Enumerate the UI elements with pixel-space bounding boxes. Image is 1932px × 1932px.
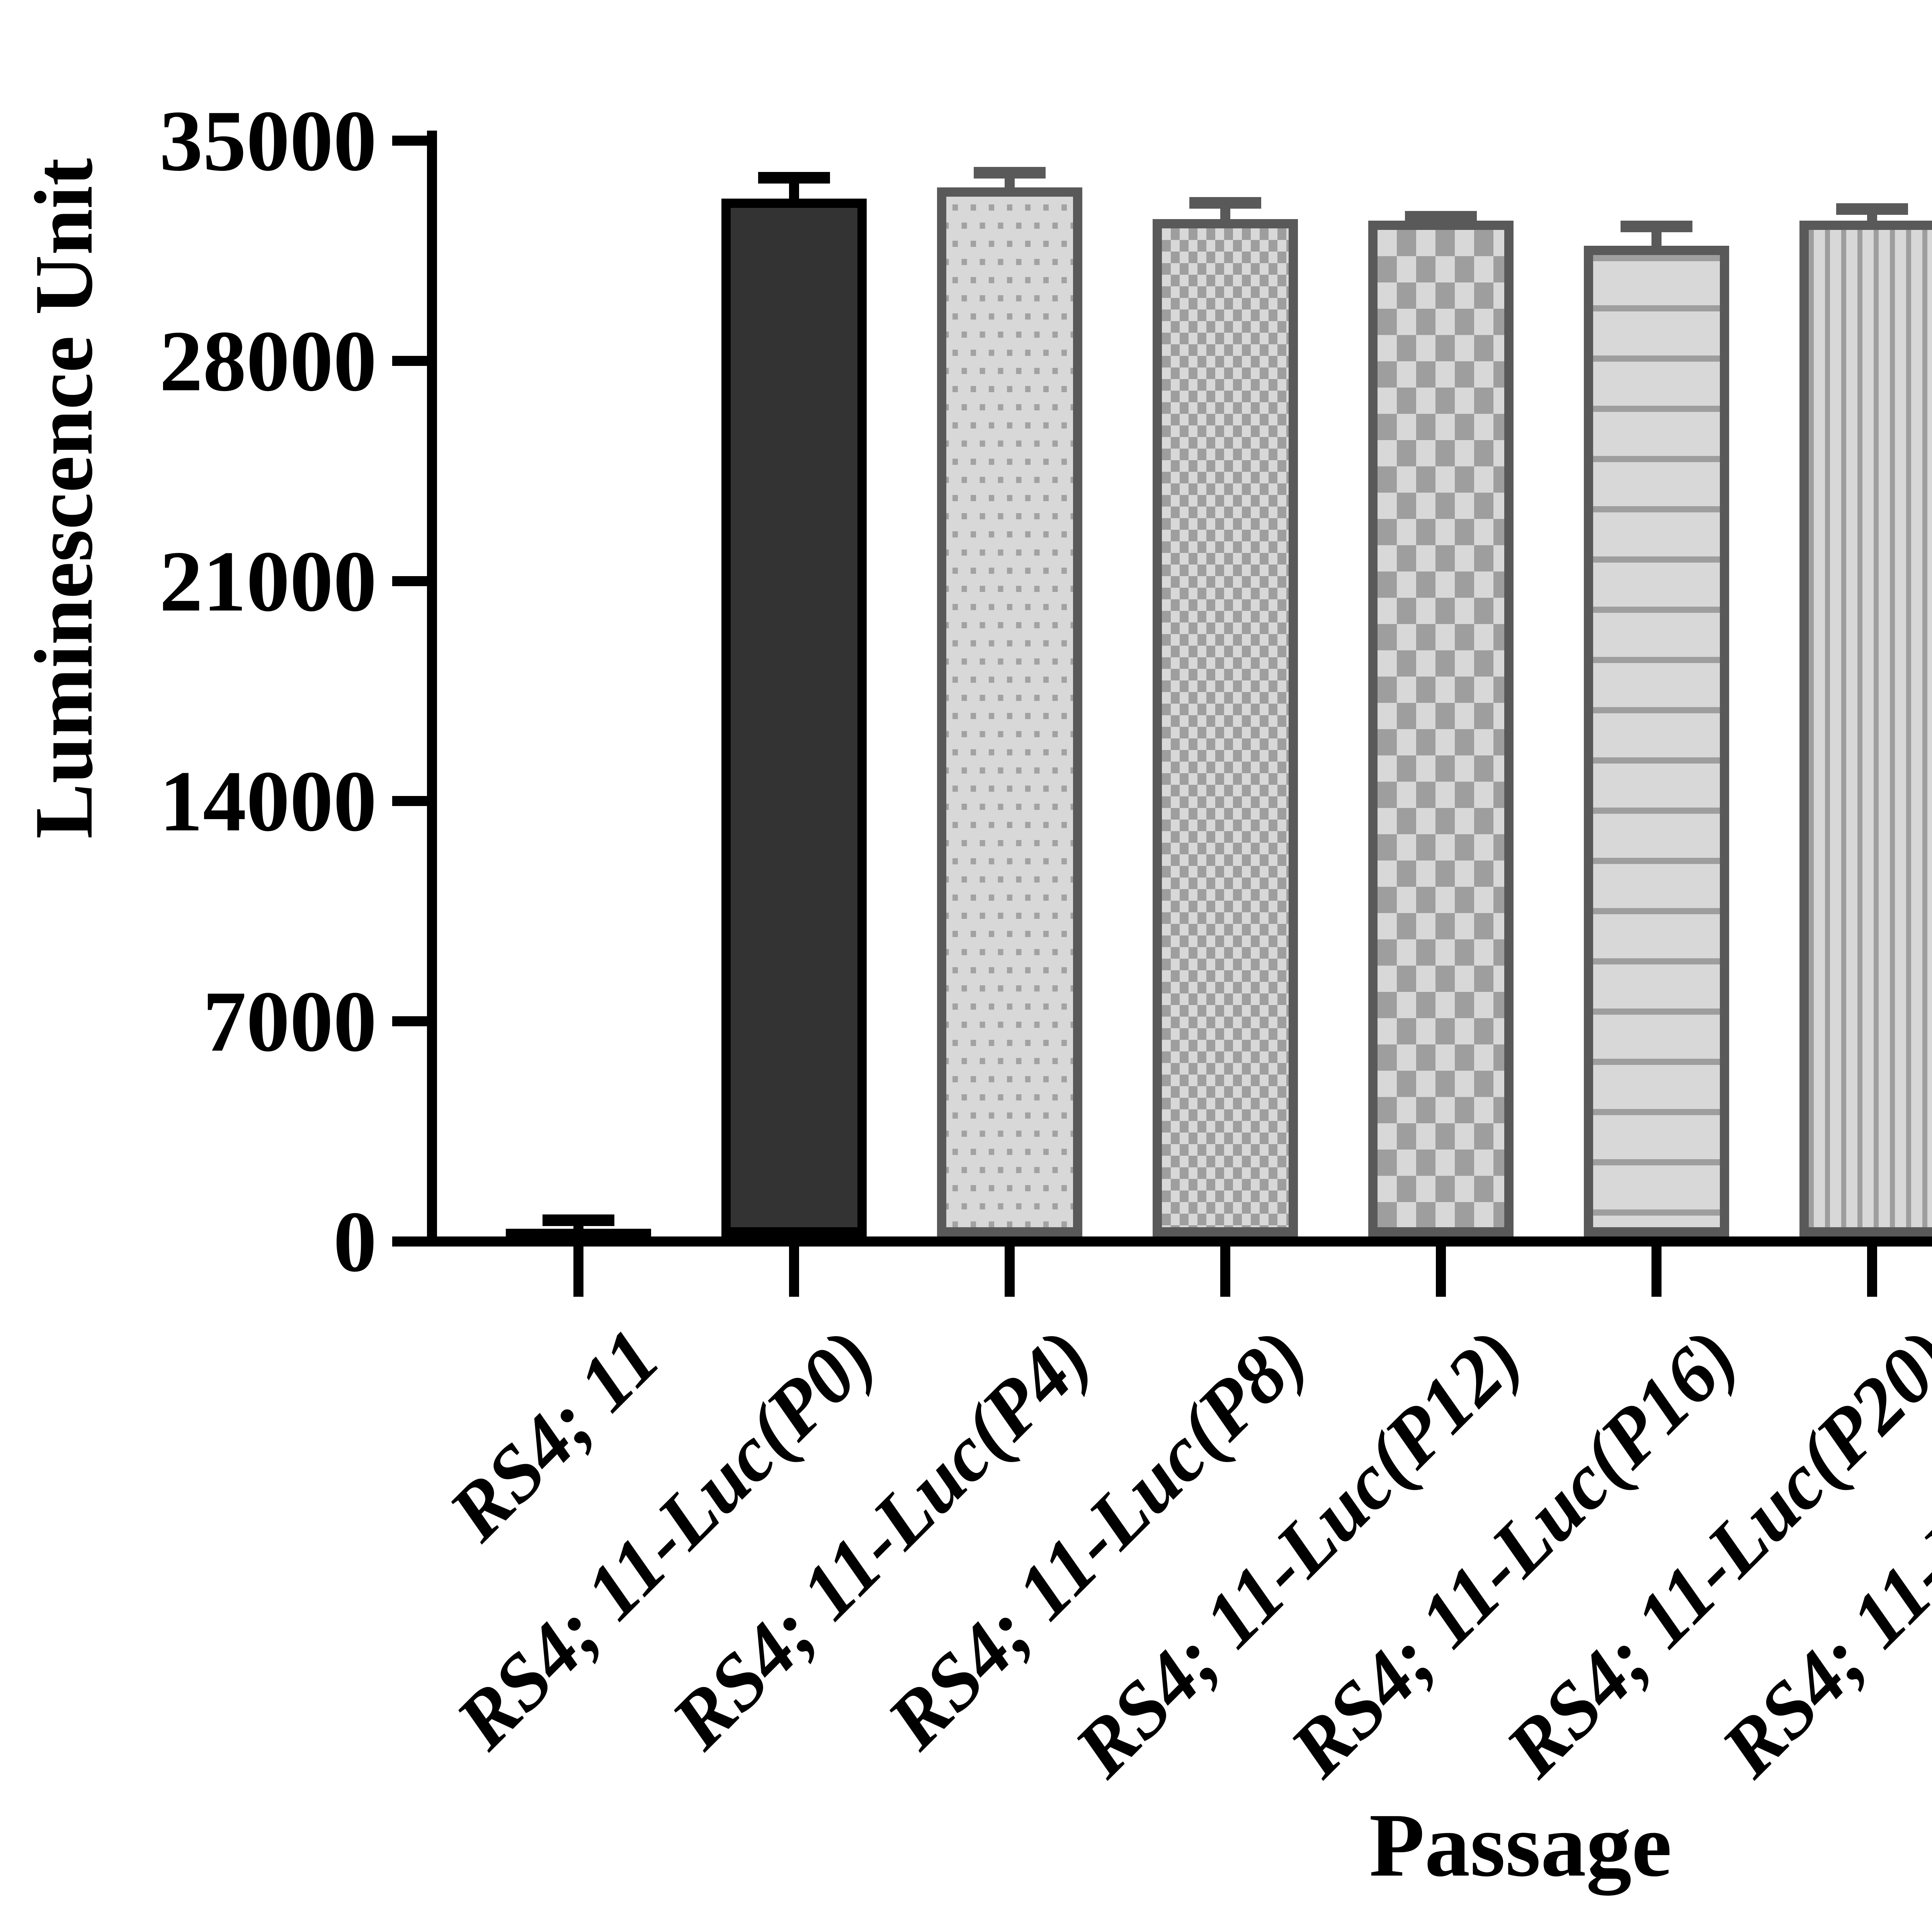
y-tick xyxy=(392,796,427,806)
bar xyxy=(1368,220,1514,1236)
x-tick xyxy=(573,1247,583,1297)
y-tick-label: 28000 xyxy=(159,312,377,409)
y-tick xyxy=(392,355,427,366)
y-tick-label: 35000 xyxy=(159,92,377,189)
error-bar-cap xyxy=(1836,203,1908,215)
error-bar-cap xyxy=(758,172,830,184)
y-axis-title: Luminescence Unit xyxy=(17,158,110,839)
bar xyxy=(1584,245,1729,1236)
x-tick xyxy=(1005,1247,1015,1297)
error-bar-cap xyxy=(974,167,1046,179)
y-tick-label: 21000 xyxy=(159,532,377,629)
bar xyxy=(1153,219,1298,1236)
error-bar-cap xyxy=(1189,197,1261,209)
y-tick xyxy=(392,136,427,146)
x-axis-title: Passage xyxy=(1369,1795,1672,1895)
x-tick xyxy=(1436,1247,1446,1297)
y-tick-label: 14000 xyxy=(159,753,377,850)
y-tick-label: 0 xyxy=(333,1193,377,1290)
error-bar-cap xyxy=(543,1214,614,1226)
y-tick xyxy=(392,1016,427,1027)
x-tick xyxy=(789,1247,799,1297)
y-tick-label: 7000 xyxy=(203,973,377,1070)
x-axis-line xyxy=(427,1236,1932,1247)
y-tick xyxy=(392,1236,427,1247)
error-bar-cap xyxy=(1621,220,1692,232)
y-tick xyxy=(392,576,427,586)
x-tick xyxy=(1651,1247,1662,1297)
bar xyxy=(721,198,867,1236)
bar xyxy=(1799,220,1932,1236)
x-tick xyxy=(1867,1247,1877,1297)
y-axis-line xyxy=(427,131,437,1247)
x-tick xyxy=(1220,1247,1230,1297)
bar xyxy=(506,1228,651,1236)
bar xyxy=(937,187,1082,1236)
